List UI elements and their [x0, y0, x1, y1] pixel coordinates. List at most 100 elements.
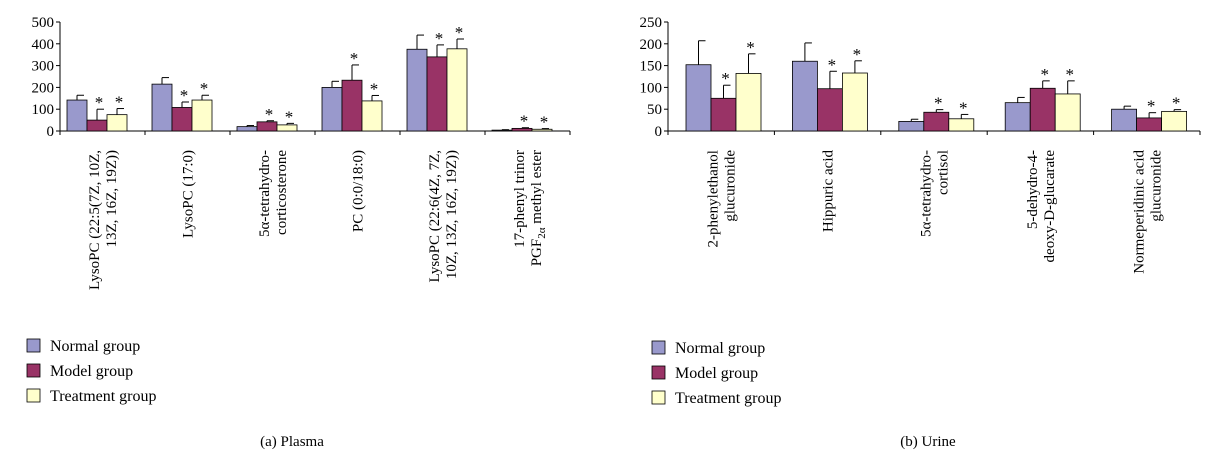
- significance-asterisk: *: [370, 79, 379, 98]
- legend-label: Treatment group: [675, 390, 782, 407]
- y-tick-label: 200: [32, 80, 55, 96]
- legend-label: Model group: [675, 365, 758, 382]
- category-label-part: 2α: [536, 227, 548, 239]
- significance-asterisk: *: [180, 86, 189, 105]
- y-tick-label: 0: [47, 124, 55, 140]
- bar-model: [817, 88, 843, 132]
- legend-label: Treatment group: [50, 388, 157, 405]
- y-tick-label: 100: [640, 80, 663, 96]
- significance-asterisk: *: [1147, 97, 1156, 116]
- y-tick-label: 300: [32, 59, 55, 75]
- significance-asterisk: *: [285, 107, 294, 126]
- bar-treatment: [842, 72, 868, 132]
- legend-swatch-treatment: [26, 388, 41, 403]
- category-label: 10Z, 13Z, 16Z, 19Z)): [444, 150, 460, 279]
- bar-normal: [236, 126, 258, 132]
- category-label: 5-dehydro-4-: [1025, 150, 1041, 229]
- bar-normal: [66, 99, 88, 132]
- category-label: 13Z, 16Z, 19Z)): [104, 150, 120, 247]
- bar-normal: [792, 60, 818, 132]
- significance-asterisk: *: [200, 79, 209, 98]
- significance-asterisk: *: [853, 45, 862, 64]
- category-label: deoxy-D-glucarate: [1042, 150, 1058, 263]
- legend-label: Normal group: [675, 340, 765, 357]
- y-tick-label: 50: [647, 102, 662, 118]
- y-tick-label: 200: [640, 37, 663, 53]
- bar-normal: [898, 121, 925, 132]
- significance-asterisk: *: [959, 98, 968, 117]
- category-label: 5α-tetrahydro-: [919, 150, 935, 237]
- category-label-part: methyl ester: [529, 150, 545, 227]
- bar-treatment: [735, 73, 762, 132]
- y-tick-label: 500: [32, 15, 55, 31]
- significance-asterisk: *: [435, 29, 444, 48]
- bar-treatment: [361, 100, 383, 132]
- y-tick-label: 0: [655, 124, 663, 140]
- legend-swatch-model: [651, 365, 666, 380]
- bar-treatment: [446, 48, 468, 132]
- significance-asterisk: *: [520, 112, 529, 131]
- panel-caption: (a) Plasma: [260, 434, 324, 450]
- significance-asterisk: *: [1040, 65, 1049, 84]
- legend-swatch-normal: [651, 340, 666, 355]
- bar-model: [341, 79, 363, 132]
- legend-label: Model group: [50, 363, 133, 380]
- category-label: cortisol: [936, 150, 952, 195]
- category-label: Normeperidinic acid: [1131, 150, 1147, 274]
- bar-normal: [491, 129, 513, 132]
- bar-model: [1029, 87, 1056, 132]
- category-label: corticosterone: [274, 150, 290, 235]
- y-tick-label: 400: [32, 37, 55, 53]
- category-label: LysoPC (22:6(4Z, 7Z,: [427, 150, 443, 283]
- category-label: 17-phenyl trinor: [512, 150, 528, 248]
- significance-asterisk: *: [115, 93, 124, 112]
- category-label: Hippuric acid: [821, 150, 837, 233]
- bar-normal: [151, 83, 173, 132]
- bar-normal: [406, 48, 428, 132]
- category-label: glucuronide: [1148, 150, 1164, 222]
- significance-asterisk: *: [828, 55, 837, 74]
- category-label: glucuronide: [723, 150, 739, 222]
- y-tick-label: 250: [640, 15, 663, 31]
- significance-asterisk: *: [455, 23, 464, 42]
- category-label: 2-phenylethanol: [706, 150, 722, 247]
- bar-treatment: [1054, 93, 1081, 132]
- legend-swatch-model: [26, 363, 41, 378]
- significance-asterisk: *: [1065, 65, 1074, 84]
- y-tick-label: 100: [32, 102, 55, 118]
- category-label-part: PGF: [529, 239, 545, 267]
- significance-asterisk: *: [350, 49, 359, 68]
- category-label: LysoPC (22:5(7Z, 10Z,: [87, 150, 103, 290]
- significance-asterisk: *: [746, 38, 755, 57]
- bar-treatment: [1161, 110, 1187, 132]
- bar-model: [171, 107, 193, 132]
- significance-asterisk: *: [934, 94, 943, 113]
- bar-model: [923, 111, 950, 132]
- bar-normal: [321, 87, 343, 132]
- significance-asterisk: *: [265, 105, 274, 124]
- bar-normal: [1111, 108, 1137, 132]
- bar-model: [1136, 117, 1162, 132]
- category-label: PC (0:0/18:0): [351, 150, 367, 232]
- panel-caption: (b) Urine: [900, 434, 956, 450]
- bar-treatment: [106, 114, 128, 132]
- y-tick-label: 150: [640, 59, 663, 75]
- significance-asterisk: *: [1172, 94, 1181, 113]
- legend-label: Normal group: [50, 338, 140, 355]
- bar-treatment: [948, 118, 975, 132]
- bar-treatment: [191, 99, 213, 132]
- category-label: LysoPC (17:0): [181, 150, 197, 238]
- bar-model: [710, 97, 737, 132]
- legend-swatch-treatment: [651, 390, 666, 405]
- bar-model: [426, 56, 448, 132]
- category-label: PGF2α methyl ester: [529, 150, 548, 266]
- bar-normal: [1004, 102, 1031, 132]
- significance-asterisk: *: [540, 113, 549, 132]
- legend-swatch-normal: [26, 338, 41, 353]
- significance-asterisk: *: [95, 93, 104, 112]
- bar-model: [86, 119, 108, 132]
- bar-normal: [685, 64, 712, 132]
- significance-asterisk: *: [721, 69, 730, 88]
- category-label: 5α-tetrahydro-: [257, 150, 273, 237]
